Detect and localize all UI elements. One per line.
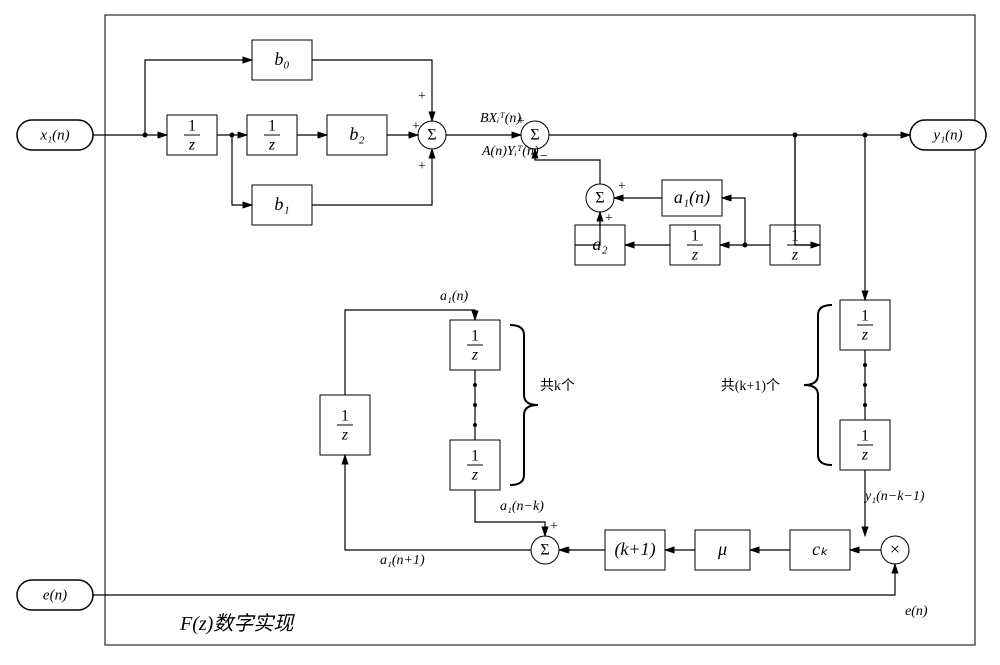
- svg-text:Σ: Σ: [530, 127, 539, 144]
- label-a1nk: a₁(n−k): [500, 499, 544, 514]
- sign-s1p3: +: [418, 159, 426, 174]
- svg-text:z: z: [791, 247, 799, 264]
- port-y1-label: y₁(n): [931, 127, 962, 143]
- svg-text:×: ×: [890, 539, 900, 559]
- svg-text:z: z: [188, 137, 196, 154]
- svg-text:z: z: [471, 467, 479, 484]
- label-a1np1: a₁(n+1): [380, 553, 425, 568]
- block-b1-label: b₁: [274, 194, 289, 214]
- label-bx: BXᵢᵀ(n): [480, 111, 521, 126]
- svg-text:z: z: [861, 447, 869, 464]
- svg-text:1: 1: [861, 308, 869, 325]
- block-b2-label: b₂: [349, 124, 364, 144]
- title: F(z)数字实现: [179, 613, 295, 635]
- svg-text:1: 1: [691, 228, 699, 245]
- sign-s1p1: +: [418, 89, 426, 104]
- svg-text:1: 1: [188, 118, 196, 135]
- block-ck-label: cₖ: [812, 539, 828, 559]
- sign-s2m: −: [540, 149, 548, 164]
- block-mu-label: μ: [717, 539, 727, 559]
- sign-s3p1: +: [618, 179, 626, 194]
- svg-text:1: 1: [471, 448, 479, 465]
- port-x1-label: x₁(n): [39, 127, 69, 143]
- svg-text:1: 1: [861, 428, 869, 445]
- svg-text:1: 1: [268, 118, 276, 135]
- sign-s3p2: +: [605, 211, 613, 226]
- block-b0-label: b₀: [274, 49, 289, 69]
- svg-text:z: z: [471, 347, 479, 364]
- svg-text:1: 1: [471, 328, 479, 345]
- svg-text:Σ: Σ: [540, 542, 549, 559]
- svg-text:z: z: [341, 427, 349, 444]
- svg-text:1: 1: [341, 408, 349, 425]
- svg-text:z: z: [268, 137, 276, 154]
- sign-s1p2: +: [412, 119, 420, 134]
- label-enr: e(n): [905, 604, 928, 619]
- sign-s4p1: +: [550, 519, 558, 534]
- svg-text:z: z: [861, 327, 869, 344]
- svg-text:Σ: Σ: [595, 190, 604, 207]
- label-kbrace: 共k个: [540, 378, 575, 394]
- svg-text:z: z: [691, 247, 699, 264]
- label-ay: A(n)Yᵢᵀ(n): [481, 144, 539, 159]
- block-kp1-label: (k+1): [614, 539, 655, 560]
- sign-s4p2: +: [565, 544, 573, 559]
- label-y1nk1: y₁(n−k−1): [863, 489, 925, 504]
- sign-s2p: +: [517, 114, 525, 129]
- label-k1brace: 共(k+1)个: [721, 378, 780, 394]
- block-a1n-label: a₁(n): [674, 187, 710, 208]
- svg-text:Σ: Σ: [427, 127, 436, 144]
- port-en-label: e(n): [43, 587, 67, 603]
- label-a1top: a₁(n): [440, 289, 469, 304]
